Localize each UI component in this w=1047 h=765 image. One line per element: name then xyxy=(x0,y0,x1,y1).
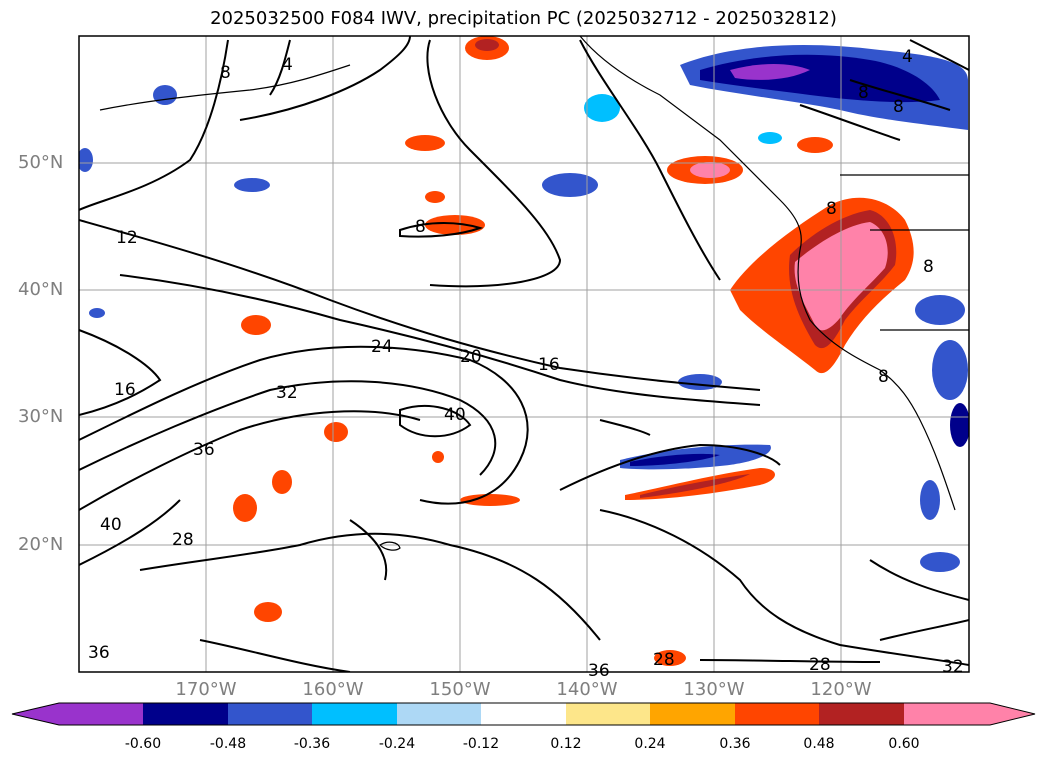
precip-patch xyxy=(233,494,257,522)
precip-patch-blue xyxy=(920,552,960,572)
contour-label: 16 xyxy=(538,355,560,375)
colorbar-tick-label: 0.24 xyxy=(634,736,666,752)
contour-label: 4 xyxy=(902,47,913,67)
precip-streak-blue-core xyxy=(630,453,720,466)
lon-label-150w: 150°W xyxy=(429,679,491,700)
coastlines xyxy=(99,36,969,551)
lon-label-160w: 160°W xyxy=(302,679,364,700)
contour-label: 8 xyxy=(858,83,869,103)
precip-region-bc-core xyxy=(690,162,730,178)
precip-patch-blue xyxy=(584,94,620,122)
precip-patch-blue xyxy=(234,178,270,192)
colorbar-tick-label: -0.36 xyxy=(293,736,331,752)
lat-label-40n: 40°N xyxy=(18,279,64,300)
contour-label: 36 xyxy=(588,661,610,681)
colorbar-tick-label: -0.24 xyxy=(378,736,416,752)
contour-labels: 4 8 4 8 8 8 12 8 16 20 24 32 36 40 28 40… xyxy=(88,47,964,681)
contour-label: 8 xyxy=(220,63,231,83)
precip-region-north-core xyxy=(475,39,499,51)
contour-label: 8 xyxy=(826,199,837,219)
colorbar-tick-label: -0.12 xyxy=(462,736,500,752)
colorbar-tick-label: -0.48 xyxy=(209,736,247,752)
lon-label-170w: 170°W xyxy=(175,679,237,700)
precip-patch-blue xyxy=(758,132,782,144)
contour-label: 8 xyxy=(415,217,426,237)
iwv-contours xyxy=(79,36,969,672)
precip-patch-blue xyxy=(678,374,722,390)
contour-label: 12 xyxy=(116,228,138,248)
precip-patch xyxy=(324,422,348,442)
contour-label: 28 xyxy=(172,530,194,550)
precip-patch xyxy=(654,650,686,666)
contour-label: 32 xyxy=(276,383,298,403)
map-title: 2025032500 F084 IWV, precipitation PC (2… xyxy=(210,8,837,29)
precip-patch-blue xyxy=(915,295,965,325)
precip-patch xyxy=(272,470,292,494)
contour-label: 20 xyxy=(460,347,482,367)
contour-label: 28 xyxy=(809,655,831,675)
contour-label: 28 xyxy=(653,650,675,670)
precip-patch xyxy=(425,191,445,203)
lon-label-140w: 140°W xyxy=(556,679,618,700)
precip-patch-blue xyxy=(153,85,177,105)
contour-label: 36 xyxy=(193,440,215,460)
contour-label: 36 xyxy=(88,643,110,663)
precip-patch xyxy=(460,494,520,506)
precip-patch xyxy=(425,215,485,235)
contour-label: 8 xyxy=(878,367,889,387)
contour-label: 8 xyxy=(923,257,934,277)
colorbar-tick-label: 0.36 xyxy=(719,736,751,752)
precipitation-fill-layer xyxy=(79,36,969,666)
precip-patch-blue xyxy=(542,173,598,197)
contour-label: 40 xyxy=(444,405,466,425)
contour-label: 16 xyxy=(114,380,136,400)
graticule xyxy=(79,36,969,672)
precip-patch xyxy=(405,135,445,151)
colorbar-tick-label: 0.12 xyxy=(550,736,582,752)
lon-label-130w: 130°W xyxy=(683,679,745,700)
colorbar-tick-label: 0.48 xyxy=(803,736,835,752)
contour-label: 24 xyxy=(371,337,393,357)
precip-patch-blue xyxy=(89,308,105,318)
contour-label: 40 xyxy=(100,515,122,535)
precip-patch-blue xyxy=(920,480,940,520)
colorbar-tick-label: -0.60 xyxy=(124,736,162,752)
lat-label-50n: 50°N xyxy=(18,152,64,173)
contour-label: 4 xyxy=(282,55,293,75)
map-frame xyxy=(78,35,970,673)
precip-patch xyxy=(241,315,271,335)
precip-patch-blue xyxy=(932,340,968,400)
precip-patch-blue xyxy=(79,148,93,172)
precip-patch-blue xyxy=(950,403,969,447)
precip-patch xyxy=(797,137,833,153)
precip-streak-subtropic-core xyxy=(640,474,750,498)
lat-label-20n: 20°N xyxy=(18,534,64,555)
colorbar-tick-label: 0.60 xyxy=(888,736,920,752)
precip-patch xyxy=(432,451,444,463)
contour-label: 32 xyxy=(942,657,964,677)
lon-label-120w: 120°W xyxy=(810,679,872,700)
precip-region-alaska-max xyxy=(730,64,810,80)
lat-label-30n: 30°N xyxy=(18,406,64,427)
contour-label: 8 xyxy=(893,97,904,117)
precip-patch xyxy=(254,602,282,622)
